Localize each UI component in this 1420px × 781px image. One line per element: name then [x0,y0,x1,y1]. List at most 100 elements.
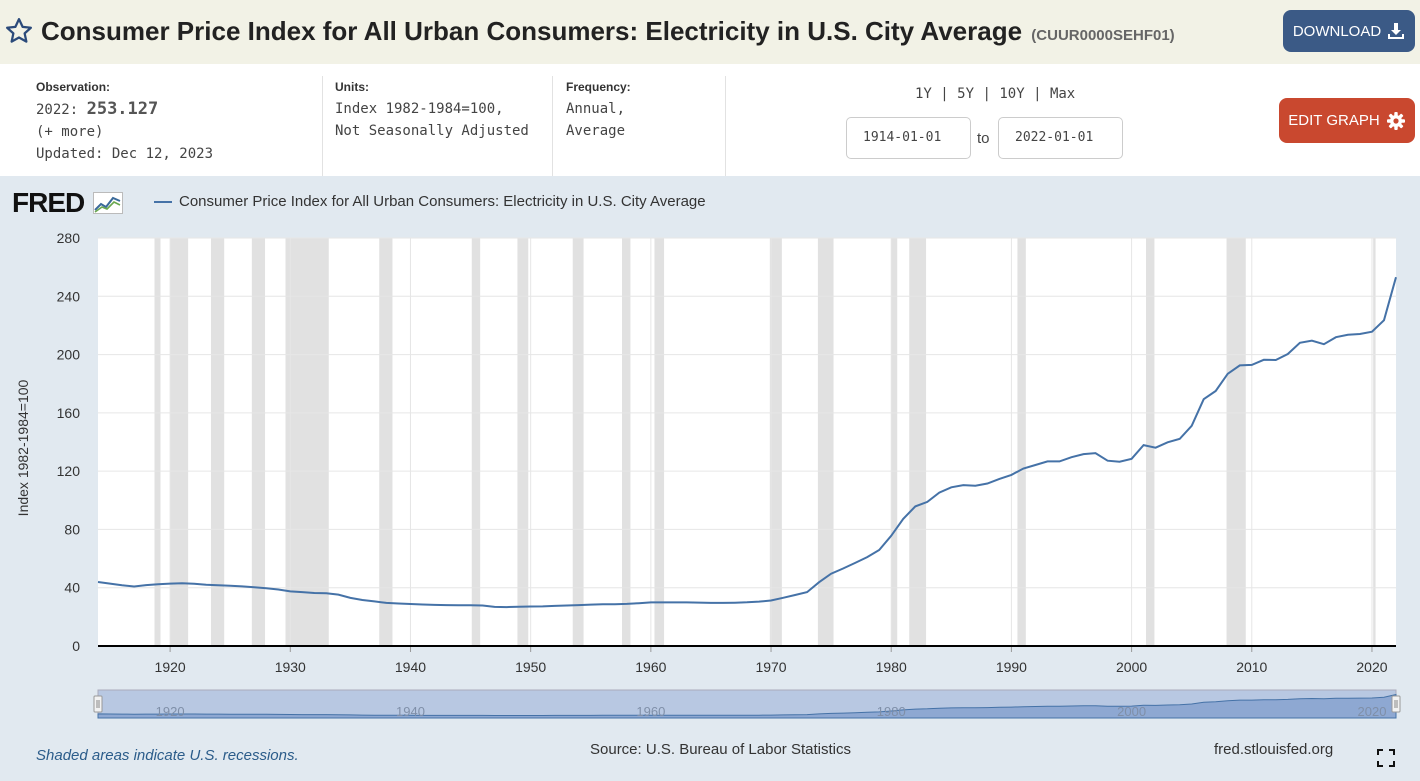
end-date-input[interactable]: 2022-01-01 [998,117,1123,159]
navigator-handle[interactable] [93,695,103,713]
navigator-tick-label: 1940 [396,704,425,719]
recession-band [654,238,665,646]
units-line1: Index 1982-1984=100, [335,101,504,117]
x-tick-label: 2020 [1356,659,1387,675]
site-link[interactable]: fred.stlouisfed.org [1214,741,1334,758]
navigator-tick-label: 2020 [1358,704,1387,719]
x-tick-label: 2000 [1116,659,1147,675]
more-link[interactable]: (+ more) [36,124,104,140]
source-text: Source: U.S. Bureau of Labor Statistics [590,741,851,758]
recession-band [1146,238,1155,646]
frequency-line2: Average [566,123,626,139]
fullscreen-icon[interactable] [1377,749,1395,767]
edit-graph-label: EDIT GRAPH [1288,112,1380,129]
observation-block: Observation: 2022: 253.127 (+ more) Upda… [36,76,213,165]
x-tick-label: 1930 [275,659,306,675]
navigator-tick-label: 2000 [1117,704,1146,719]
series-title: Consumer Price Index for All Urban Consu… [41,16,1023,46]
observation-value: 253.127 [86,99,159,119]
units-line2: Not Seasonally Adjusted [335,123,529,139]
start-date-input[interactable]: 1914-01-01 [846,117,971,159]
trend-chart-icon [93,192,124,214]
navigator-handle[interactable] [1391,695,1401,713]
units-block: Units: Index 1982-1984=100, Not Seasonal… [335,76,529,142]
fred-logo-text: FRED [12,187,85,218]
download-button[interactable]: DOWNLOAD [1283,10,1415,52]
range-selector: 1Y | 5Y | 10Y | Max [915,86,1075,102]
recession-band [1373,238,1376,646]
y-tick-label: 280 [57,230,81,246]
navigator-tick-label: 1920 [156,704,185,719]
page-title: Consumer Price Index for All Urban Consu… [41,16,1175,47]
recession-band [909,238,927,646]
observation-value-row: 2022: 253.127 [36,98,213,121]
x-tick-label: 1980 [876,659,907,675]
range-separator: | [940,86,949,102]
divider [725,76,726,176]
series-line[interactable] [97,276,1397,609]
y-tick-label: 240 [57,288,81,304]
frequency-label: Frequency: [566,80,631,94]
x-tick-label: 1950 [515,659,546,675]
range-1y[interactable]: 1Y [915,86,932,102]
fred-logo[interactable]: FRED [12,187,124,219]
recession-band [1017,238,1026,646]
recession-note: Shaded areas indicate U.S. recessions. [36,747,299,764]
star-icon[interactable] [4,16,34,46]
frequency-line1: Annual, [566,101,626,117]
recession-band [170,238,189,646]
frequency-block: Frequency: Annual, Average [566,76,631,142]
legend-swatch [154,201,172,203]
download-icon [1388,23,1405,39]
x-tick-label: 1940 [395,659,426,675]
x-tick-label: 1990 [996,659,1027,675]
recession-band [769,238,782,646]
recession-band [285,238,329,646]
legend-label: Consumer Price Index for All Urban Consu… [179,193,706,210]
recession-band [817,238,834,646]
x-tick-label: 2010 [1236,659,1267,675]
y-tick-label: 0 [72,638,80,654]
recession-band [154,238,161,646]
recession-band [210,238,225,646]
recession-band [471,238,481,646]
title-bar: Consumer Price Index for All Urban Consu… [0,0,1420,64]
gear-icon [1386,111,1405,130]
series-id: (CUUR0000SEHF01) [1031,27,1175,44]
recession-band [1226,238,1246,646]
series-info: Observation: 2022: 253.127 (+ more) Upda… [0,64,1420,176]
range-separator: | [1033,86,1042,102]
range-separator: | [982,86,991,102]
edit-graph-button[interactable]: EDIT GRAPH [1279,98,1415,143]
recession-band [572,238,584,646]
recession-band [622,238,631,646]
y-tick-label: 120 [57,463,81,479]
y-tick-label: 200 [57,347,81,363]
y-axis-label: Index 1982-1984=100 [15,379,31,516]
x-tick-label: 1960 [635,659,666,675]
chart-svg[interactable]: 0 40 80 120 160 200 240 280 1920 1930 1940 1950 196… [0,176,1420,736]
x-tick-label: 1920 [155,659,186,675]
range-max[interactable]: Max [1049,86,1076,102]
y-tick-label: 160 [57,405,81,421]
recession-band [251,238,266,646]
divider [322,76,323,176]
recession-band [517,238,529,646]
units-label: Units: [335,80,369,94]
observation-year: 2022: [36,102,79,118]
y-tick-label: 40 [64,580,80,596]
to-label: to [977,130,990,147]
divider [552,76,553,176]
updated-date: Updated: Dec 12, 2023 [36,146,214,162]
observation-label: Observation: [36,80,111,94]
navigator-tick-label: 1980 [877,704,906,719]
x-tick-label: 1970 [755,659,786,675]
y-tick-label: 80 [64,521,80,537]
recession-band [379,238,393,646]
navigator-series [97,693,1397,719]
download-label: DOWNLOAD [1292,22,1382,40]
navigator-tick-label: 1960 [636,704,665,719]
recession-band [891,238,898,646]
range-5y[interactable]: 5Y [957,86,975,102]
range-10y[interactable]: 10Y [999,86,1025,102]
